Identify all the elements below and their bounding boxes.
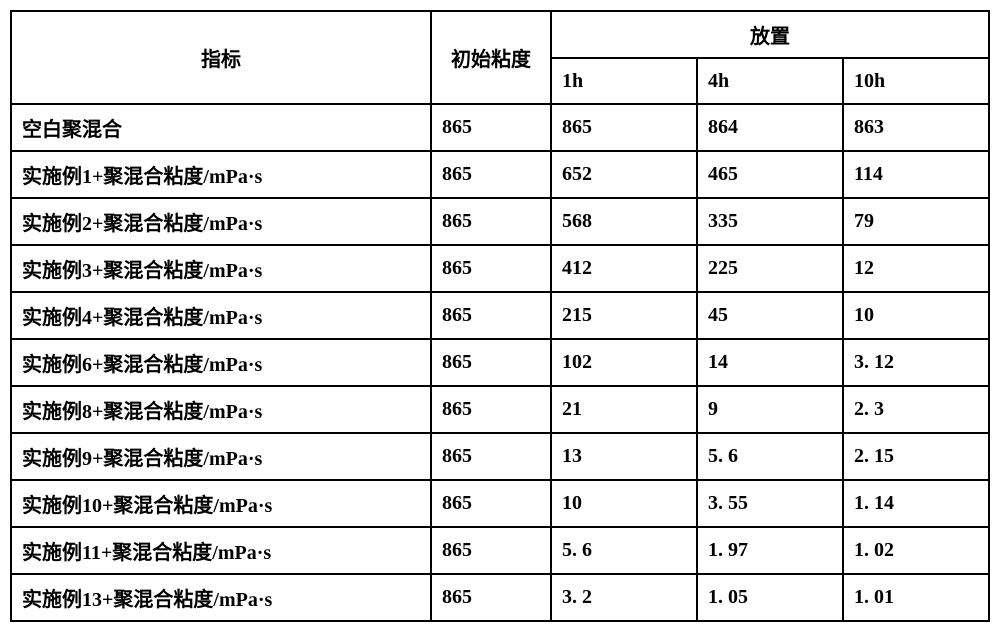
cell-label: 实施例2+聚混合粘度/mPa·s (11, 198, 431, 245)
table-row: 实施例8+聚混合粘度/mPa·s8652192. 3 (11, 386, 989, 433)
cell-1h: 412 (551, 245, 697, 292)
cell-label: 实施例4+聚混合粘度/mPa·s (11, 292, 431, 339)
cell-label: 实施例1+聚混合粘度/mPa·s (11, 151, 431, 198)
cell-10h: 79 (843, 198, 989, 245)
cell-1h: 865 (551, 104, 697, 151)
header-indicator: 指标 (11, 11, 431, 104)
cell-10h: 1. 14 (843, 480, 989, 527)
table-row: 实施例3+聚混合粘度/mPa·s86541222512 (11, 245, 989, 292)
table-row: 实施例4+聚混合粘度/mPa·s8652154510 (11, 292, 989, 339)
cell-4h: 45 (697, 292, 843, 339)
cell-initial: 865 (431, 104, 551, 151)
cell-10h: 2. 3 (843, 386, 989, 433)
cell-4h: 5. 6 (697, 433, 843, 480)
header-1h: 1h (551, 58, 697, 104)
cell-initial: 865 (431, 480, 551, 527)
cell-4h: 3. 55 (697, 480, 843, 527)
cell-4h: 1. 97 (697, 527, 843, 574)
header-10h: 10h (843, 58, 989, 104)
cell-1h: 215 (551, 292, 697, 339)
viscosity-data-table: 指标 初始粘度 放置 1h 4h 10h 空白聚混合865865864863实施… (10, 10, 990, 622)
cell-1h: 3. 2 (551, 574, 697, 621)
cell-10h: 1. 01 (843, 574, 989, 621)
cell-10h: 114 (843, 151, 989, 198)
cell-label: 实施例10+聚混合粘度/mPa·s (11, 480, 431, 527)
table-row: 实施例2+聚混合粘度/mPa·s86556833579 (11, 198, 989, 245)
cell-label: 实施例3+聚混合粘度/mPa·s (11, 245, 431, 292)
cell-label: 空白聚混合 (11, 104, 431, 151)
cell-label: 实施例8+聚混合粘度/mPa·s (11, 386, 431, 433)
table-row: 实施例9+聚混合粘度/mPa·s865135. 62. 15 (11, 433, 989, 480)
cell-label: 实施例9+聚混合粘度/mPa·s (11, 433, 431, 480)
table-row: 实施例10+聚混合粘度/mPa·s865103. 551. 14 (11, 480, 989, 527)
cell-4h: 1. 05 (697, 574, 843, 621)
cell-10h: 10 (843, 292, 989, 339)
cell-1h: 13 (551, 433, 697, 480)
table-row: 空白聚混合865865864863 (11, 104, 989, 151)
cell-1h: 568 (551, 198, 697, 245)
table-header-row: 指标 初始粘度 放置 (11, 11, 989, 58)
cell-initial: 865 (431, 339, 551, 386)
table-body: 空白聚混合865865864863实施例1+聚混合粘度/mPa·s8656524… (11, 104, 989, 621)
cell-4h: 864 (697, 104, 843, 151)
cell-10h: 863 (843, 104, 989, 151)
cell-initial: 865 (431, 151, 551, 198)
header-placement: 放置 (551, 11, 989, 58)
cell-10h: 3. 12 (843, 339, 989, 386)
table-row: 实施例6+聚混合粘度/mPa·s865102143. 12 (11, 339, 989, 386)
cell-initial: 865 (431, 433, 551, 480)
cell-4h: 225 (697, 245, 843, 292)
cell-label: 实施例6+聚混合粘度/mPa·s (11, 339, 431, 386)
header-initial-viscosity: 初始粘度 (431, 11, 551, 104)
table-row: 实施例1+聚混合粘度/mPa·s865652465114 (11, 151, 989, 198)
cell-1h: 10 (551, 480, 697, 527)
cell-4h: 335 (697, 198, 843, 245)
cell-10h: 2. 15 (843, 433, 989, 480)
cell-initial: 865 (431, 574, 551, 621)
cell-label: 实施例13+聚混合粘度/mPa·s (11, 574, 431, 621)
cell-initial: 865 (431, 386, 551, 433)
cell-label: 实施例11+聚混合粘度/mPa·s (11, 527, 431, 574)
cell-initial: 865 (431, 198, 551, 245)
cell-4h: 14 (697, 339, 843, 386)
cell-1h: 652 (551, 151, 697, 198)
header-4h: 4h (697, 58, 843, 104)
cell-4h: 465 (697, 151, 843, 198)
cell-initial: 865 (431, 245, 551, 292)
cell-initial: 865 (431, 292, 551, 339)
cell-1h: 102 (551, 339, 697, 386)
cell-10h: 1. 02 (843, 527, 989, 574)
cell-10h: 12 (843, 245, 989, 292)
table-row: 实施例13+聚混合粘度/mPa·s8653. 21. 051. 01 (11, 574, 989, 621)
table-row: 实施例11+聚混合粘度/mPa·s8655. 61. 971. 02 (11, 527, 989, 574)
cell-1h: 21 (551, 386, 697, 433)
cell-4h: 9 (697, 386, 843, 433)
cell-1h: 5. 6 (551, 527, 697, 574)
cell-initial: 865 (431, 527, 551, 574)
